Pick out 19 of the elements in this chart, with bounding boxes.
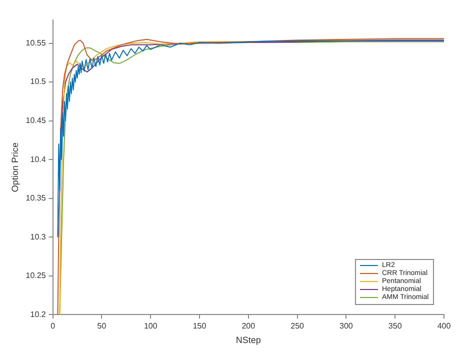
x-tick-label: 250 — [290, 322, 305, 331]
x-tick-label: 100 — [144, 322, 158, 331]
y-tick-label: 10.35 — [26, 194, 46, 203]
x-tick-label: 150 — [192, 322, 207, 331]
y-tick-label: 10.4 — [30, 154, 46, 164]
x-axis-title: NStep — [236, 335, 261, 346]
y-axis-title: Option Price — [10, 142, 20, 192]
y-tick-label: 10.3 — [30, 232, 46, 242]
x-tick-label: 200 — [242, 322, 256, 331]
y-tick-label: 10.5 — [30, 77, 46, 86]
x-tick-label: 300 — [340, 322, 354, 331]
y-tick-label: 10.55 — [26, 38, 46, 48]
y-tick-label: 10.2 — [30, 310, 46, 319]
x-tick-label: 350 — [388, 322, 402, 331]
x-tick-label: 50 — [97, 322, 107, 331]
y-tick-label: 10.25 — [26, 271, 46, 280]
x-tick-label: 0 — [50, 322, 56, 331]
y-tick-label: 10.45 — [26, 116, 46, 125]
x-tick-label: 400 — [437, 322, 452, 331]
